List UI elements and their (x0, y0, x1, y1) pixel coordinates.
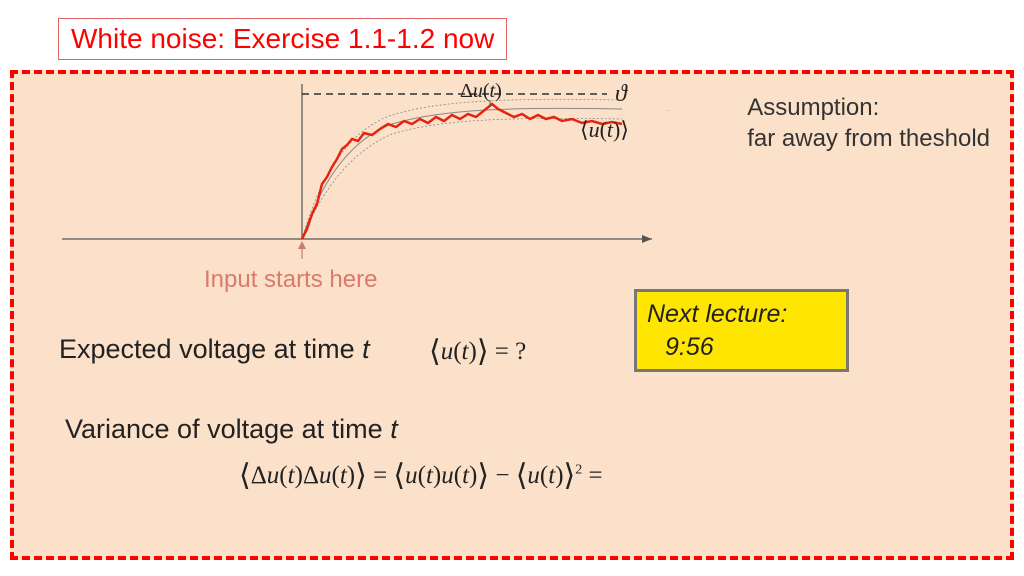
assumption-text: Assumption: far away from theshold (747, 92, 990, 154)
mean-curve (302, 108, 622, 239)
assumption-line2: far away from theshold (747, 123, 990, 154)
arrow-to-theta (644, 110, 694, 111)
delta-u-label: Δu(t) (460, 80, 502, 102)
lower-envelope (302, 118, 622, 239)
title-text: White noise: Exercise 1.1-1.2 now (71, 23, 494, 54)
variance-equation: ⟨Δu(t)Δu(t)⟩ = ⟨u(t)u(t)⟩ − ⟨u(t)⟩2 = (239, 456, 603, 491)
voltage-graph: ϑ Δu(t) ⟨u(t)⟩ (52, 79, 662, 259)
next-lecture-line1: Next lecture: (647, 298, 836, 331)
input-arrow-head (298, 241, 306, 249)
main-panel: ϑ Δu(t) ⟨u(t)⟩ Assumption: far away from… (10, 70, 1014, 560)
expected-var: t (362, 334, 370, 364)
assumption-line1: Assumption: (747, 92, 990, 123)
next-lecture-box: Next lecture: 9:56 (634, 289, 849, 372)
expected-voltage-label: Expected voltage at time t (59, 334, 370, 365)
variance-voltage-label: Variance of voltage at time t (65, 414, 398, 445)
expected-pre: Expected voltage at time (59, 334, 362, 364)
expected-equation: ⟨u(t)⟩ = ? (429, 332, 526, 367)
x-axis-arrow (642, 235, 652, 243)
noisy-signal (302, 104, 622, 239)
title-box: White noise: Exercise 1.1-1.2 now (58, 18, 507, 60)
variance-var: t (390, 414, 398, 444)
theta-label: ϑ (615, 81, 628, 107)
input-starts-label: Input starts here (204, 266, 377, 294)
variance-pre: Variance of voltage at time (65, 414, 390, 444)
u-t-label: ⟨u(t)⟩ (580, 117, 629, 142)
next-lecture-line2: 9:56 (647, 331, 836, 364)
